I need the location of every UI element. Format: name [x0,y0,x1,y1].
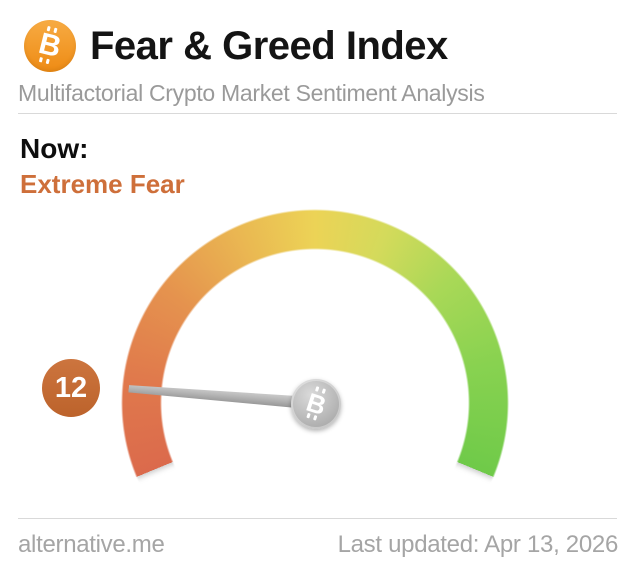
bitcoin-hub-icon: B [302,386,330,422]
footer-divider [18,518,617,519]
now-section: Now: Extreme Fear [20,132,185,200]
sentiment-classification: Extreme Fear [20,169,185,199]
header-divider [18,113,617,114]
bitcoin-icon: B [24,20,76,72]
now-label: Now: [20,133,89,164]
site-name: alternative.me [18,531,165,558]
gauge-value-badge: 12 [42,359,100,417]
page-title: Fear & Greed Index [90,24,448,68]
header: B Fear & Greed Index [24,20,448,72]
gauge-hub: B [291,379,341,429]
subtitle: Multifactorial Crypto Market Sentiment A… [18,80,485,106]
last-updated-label: Last updated: Apr 13, 2026 [337,531,619,558]
